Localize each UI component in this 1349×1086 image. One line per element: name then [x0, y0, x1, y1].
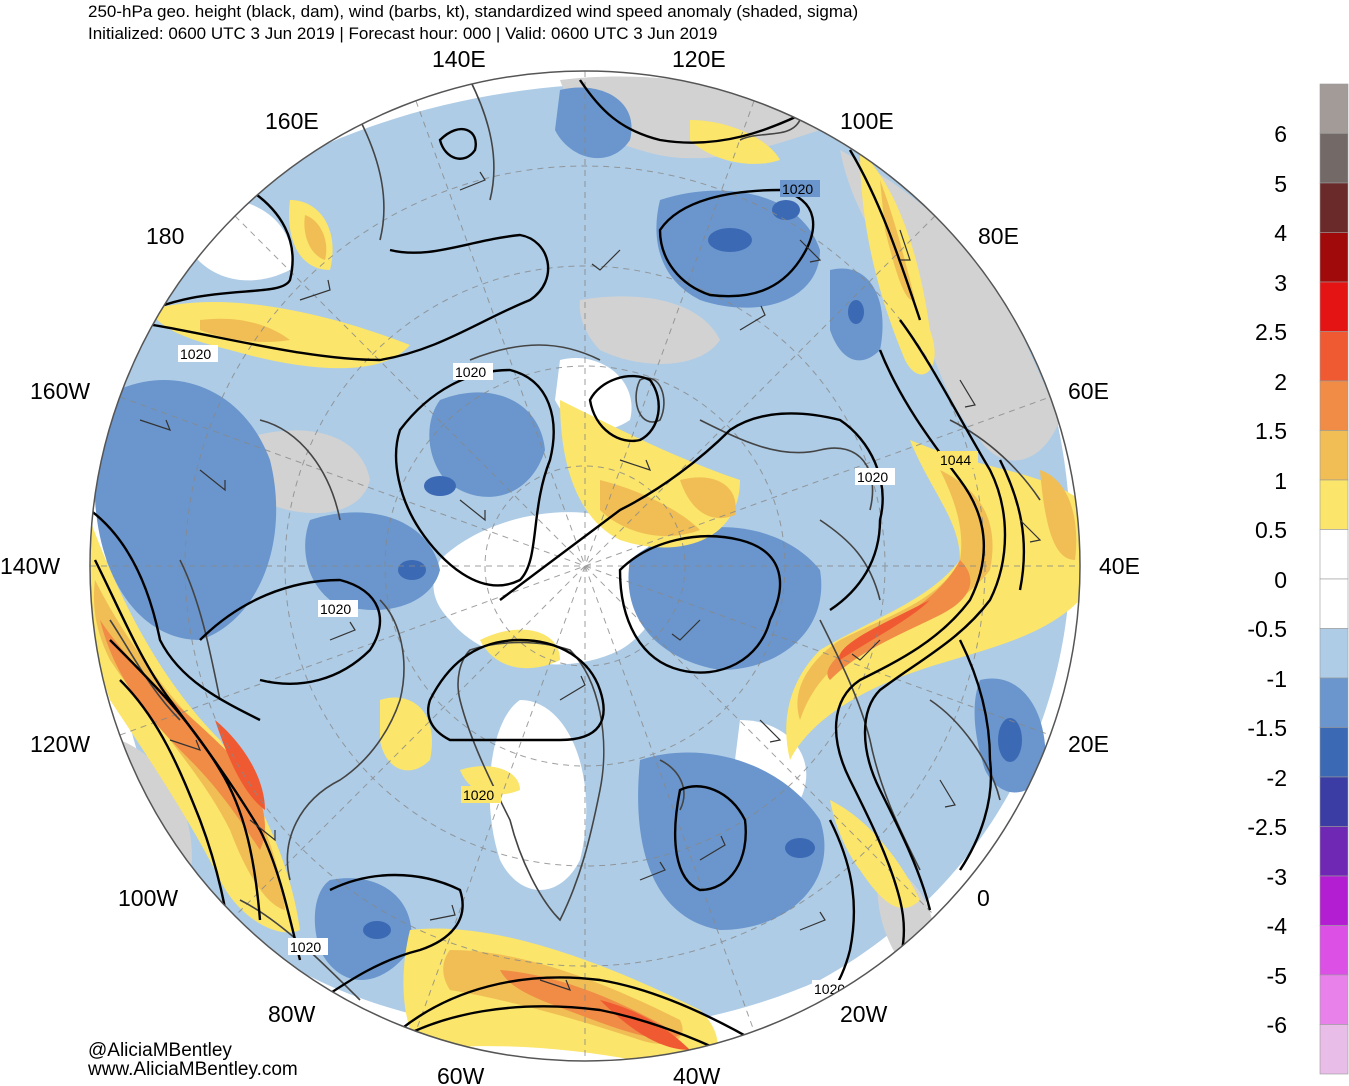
contour-labels: 1020 1020 1020 1020 1020 1044 1020 1020 …: [178, 180, 978, 997]
colorbar-segment: [1319, 529, 1349, 580]
contour-label: 1020: [782, 181, 813, 197]
colorbar-segment: [1319, 430, 1349, 481]
wind-barbs: [139, 171, 1042, 991]
colorbar-label: 0: [1274, 567, 1287, 593]
coastlines: [109, 79, 1041, 1001]
colorbar-label: 2: [1274, 369, 1287, 395]
colorbar-label: 5: [1274, 171, 1287, 197]
lon-label: 80W: [268, 1001, 316, 1027]
colorbar-segment: [1319, 380, 1349, 431]
colorbar-segment: [1319, 281, 1349, 332]
colorbar-segment: [1319, 826, 1349, 877]
colorbar-segment: [1319, 1024, 1349, 1075]
credit-handle: @AliciaMBentley: [88, 1040, 232, 1061]
colorbar-label: 6: [1274, 121, 1287, 147]
contour-label: 1020: [857, 469, 888, 485]
colorbar-label: -6: [1266, 1012, 1287, 1038]
graticule: [90, 71, 1080, 1061]
colorbar-label: -4: [1266, 913, 1287, 939]
colorbar-label: 3: [1274, 270, 1287, 296]
colorbar-segment: [1319, 83, 1349, 134]
longitude-labels: 140E 120E 160E 100E 180 80E 160W 60E 140…: [0, 46, 1140, 1086]
colorbar-label: 1.5: [1255, 418, 1287, 444]
contour-label: 1020: [180, 346, 211, 362]
lon-label: 20W: [840, 1001, 888, 1027]
colorbar-label: -3: [1266, 864, 1287, 890]
colorbar-segment: [1319, 727, 1349, 778]
lon-label: 80E: [978, 223, 1019, 249]
colorbar-label: 2.5: [1255, 319, 1287, 345]
lon-label: 160E: [265, 108, 319, 134]
colorbar-label: -2.5: [1247, 814, 1287, 840]
colorbar-segment: [1319, 331, 1349, 382]
colorbar-label: -0.5: [1247, 616, 1287, 642]
lon-label: 180: [146, 223, 184, 249]
colorbar-segment: [1319, 925, 1349, 976]
colorbar-segment: [1319, 628, 1349, 679]
colorbar: [1319, 83, 1349, 1075]
colorbar-segment: [1319, 182, 1349, 233]
lon-label: 120E: [672, 46, 726, 72]
lon-label: 0: [977, 885, 990, 911]
lon-label: 160W: [30, 378, 90, 404]
colorbar-label: 4: [1274, 220, 1287, 246]
colorbar-label: -1: [1266, 666, 1287, 692]
map-disc: 1020 1020 1020 1020 1020 1044 1020 1020 …: [90, 71, 1080, 1061]
colorbar-segment: [1319, 776, 1349, 827]
colorbar-segment: [1319, 578, 1349, 629]
colorbar-label: -1.5: [1247, 715, 1287, 741]
height-contours: [90, 79, 1026, 1061]
lon-label: 60W: [437, 1063, 485, 1086]
colorbar-segment: [1319, 677, 1349, 728]
lon-label: 40W: [673, 1063, 721, 1086]
colorbar-label: 0.5: [1255, 517, 1287, 543]
chart-title: 250-hPa geo. height (black, dam), wind (…: [88, 2, 859, 21]
lon-label: 20E: [1068, 731, 1109, 757]
colorbar-segment: [1319, 974, 1349, 1025]
anomaly-shading: [90, 76, 1080, 1061]
colorbar-segment: [1319, 232, 1349, 283]
contour-label: 1020: [320, 601, 351, 617]
map-border: [89, 70, 1081, 1062]
lon-label: 100E: [840, 108, 894, 134]
contour-label: 1020: [463, 787, 494, 803]
colorbar-label: 1: [1274, 468, 1287, 494]
colorbar-label: -5: [1266, 963, 1287, 989]
lon-label: 60E: [1068, 378, 1109, 404]
colorbar-label: -2: [1266, 765, 1287, 791]
colorbar-segment: [1319, 875, 1349, 926]
contour-label: 1020: [455, 364, 486, 380]
lon-label: 100W: [118, 885, 178, 911]
lon-label: 140W: [0, 553, 60, 579]
credit-site: www.AliciaMBentley.com: [88, 1059, 298, 1080]
colorbar-segment: [1319, 133, 1349, 184]
lon-label: 40E: [1099, 553, 1140, 579]
colorbar-segment: [1319, 479, 1349, 530]
lon-label: 120W: [30, 731, 90, 757]
contour-label: 1020: [290, 939, 321, 955]
lon-label: 140E: [432, 46, 486, 72]
chart-subtitle: Initialized: 0600 UTC 3 Jun 2019 | Forec…: [88, 24, 718, 43]
contour-label: 1044: [940, 452, 971, 468]
